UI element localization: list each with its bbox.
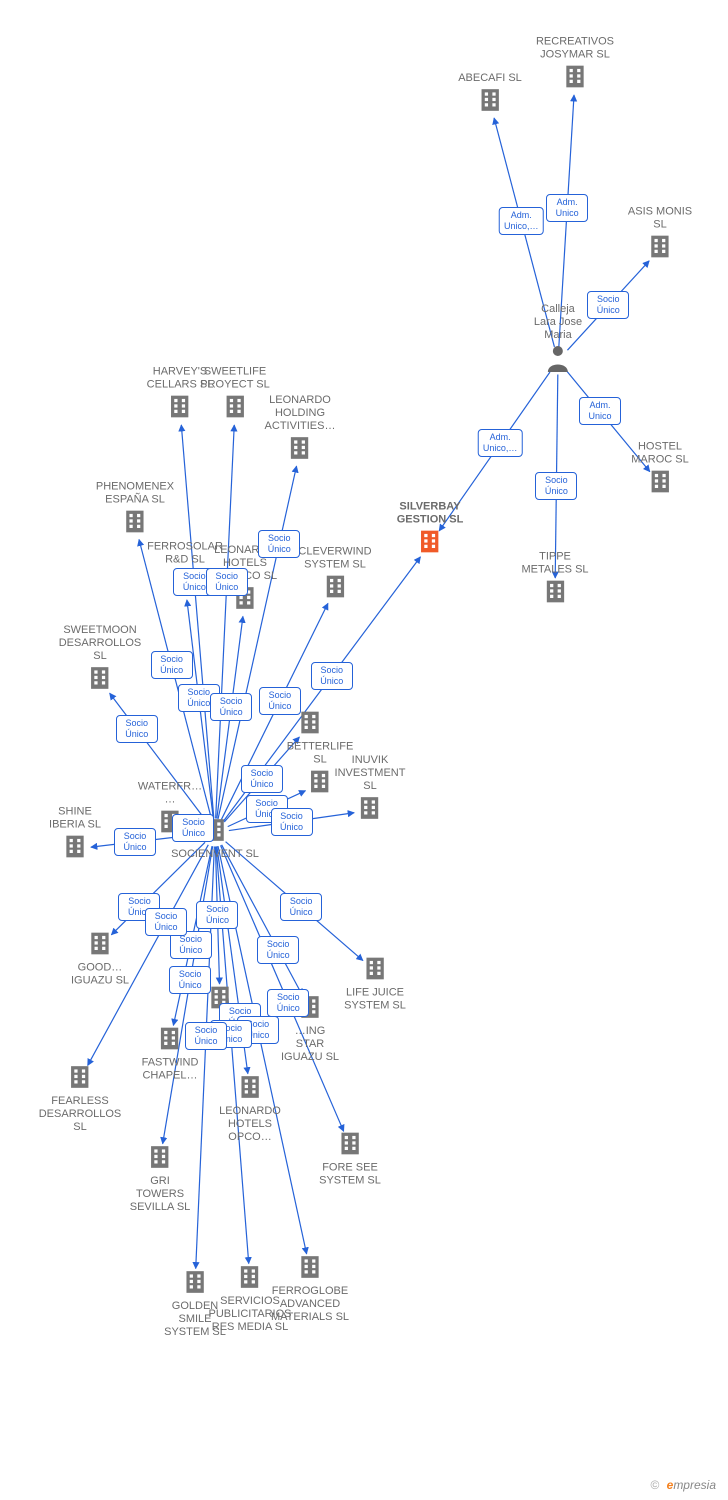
edge-label: Socio Único [185, 1022, 227, 1050]
edge-label: Socio Único [271, 808, 313, 836]
edge-label: Socio Único [114, 828, 156, 856]
diagram-canvas: RECREATIVOS JOSYMAR SL ABECAFI SL ASIS M… [0, 0, 728, 1500]
edge-label: Socio Único [169, 966, 211, 994]
edge-label: Socio Único [587, 291, 629, 319]
edge-label: Socio Único [259, 687, 301, 715]
edge-label: Adm. Unico [546, 194, 588, 222]
edge-label: Socio Único [151, 651, 193, 679]
edge-label: Socio Único [267, 989, 309, 1017]
edges-layer [0, 0, 728, 1500]
edge-line [181, 425, 214, 819]
edge-label: Adm. Unico,… [478, 429, 523, 457]
edge-line [110, 693, 207, 821]
edge-label: Socio Único [210, 693, 252, 721]
edge-label: Adm. Unico,… [499, 207, 544, 235]
edge-label: Socio Único [258, 530, 300, 558]
copyright-symbol: © [650, 1478, 659, 1492]
edge-line [163, 846, 213, 1143]
edge-label: Adm. Unico [579, 397, 621, 425]
edge-label: Socio Único [280, 893, 322, 921]
footer-copyright: © empresia [650, 1478, 716, 1492]
edge-label: Socio Único [196, 901, 238, 929]
edge-label: Socio Único [145, 908, 187, 936]
brand-rest: mpresia [673, 1478, 716, 1492]
edge-label: Socio Único [206, 568, 248, 596]
edge-label: Socio Único [241, 765, 283, 793]
edge-label: Socio Único [535, 472, 577, 500]
edge-label: Socio Único [172, 814, 214, 842]
edge-label: Socio Único [311, 662, 353, 690]
edge-label: Socio Único [116, 715, 158, 743]
edge-label: Socio Único [257, 936, 299, 964]
